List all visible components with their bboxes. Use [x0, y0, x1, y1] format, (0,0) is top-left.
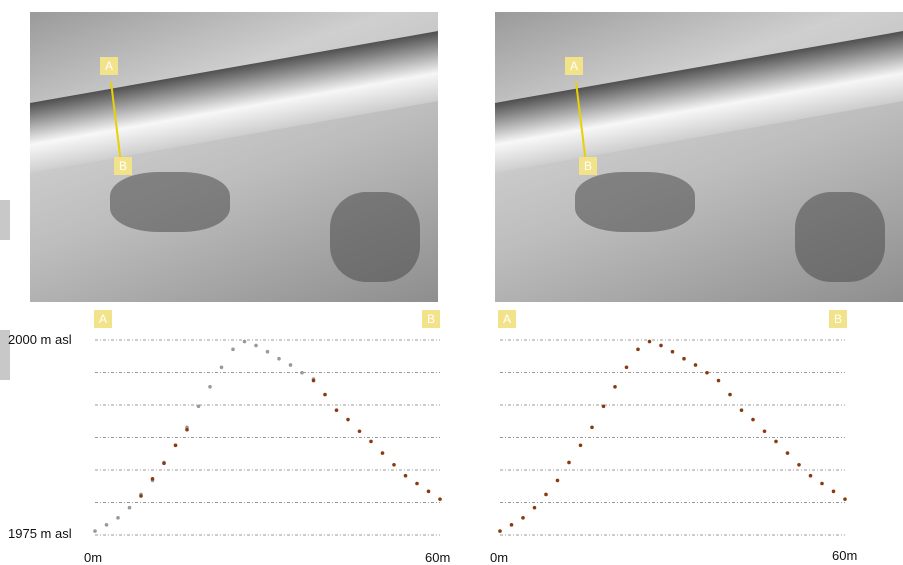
data-point — [820, 481, 824, 486]
ridge-feature — [30, 30, 438, 174]
data-point — [590, 425, 594, 430]
data-point — [185, 427, 189, 432]
data-point — [288, 363, 293, 367]
data-point — [843, 497, 847, 501]
data-point — [716, 378, 721, 383]
profile-marker-a-left: A — [94, 310, 112, 328]
elevation-profile-chart-right — [498, 339, 847, 536]
data-point — [104, 523, 109, 527]
data-point — [624, 365, 629, 370]
data-point — [369, 439, 373, 444]
data-point — [415, 481, 419, 486]
data-point — [613, 385, 617, 389]
dark-terrain — [795, 192, 885, 282]
dark-terrain — [110, 172, 230, 232]
data-point — [139, 494, 143, 498]
data-point — [173, 443, 178, 448]
data-point — [739, 408, 744, 412]
data-point — [127, 505, 132, 510]
data-point — [277, 356, 281, 361]
data-point — [670, 349, 675, 354]
data-point — [403, 473, 408, 478]
data-point — [254, 343, 258, 348]
dark-terrain — [575, 172, 695, 232]
marker-a: A — [565, 57, 583, 75]
dark-terrain — [330, 192, 420, 282]
data-point — [567, 460, 571, 465]
data-point — [705, 370, 709, 375]
data-point — [346, 417, 350, 422]
y-axis-bottom-label: 1975 m asl — [8, 526, 72, 541]
data-point — [93, 529, 97, 533]
data-point — [831, 489, 836, 494]
data-point — [208, 385, 212, 389]
marker-b: B — [579, 157, 597, 175]
left-edge-shade-bottom — [0, 330, 10, 380]
marker-b: B — [114, 157, 132, 175]
data-point — [762, 429, 767, 434]
profile-marker-b-right: B — [829, 310, 847, 328]
profile-marker-a-right: A — [498, 310, 516, 328]
marker-a: A — [100, 57, 118, 75]
data-point — [242, 339, 247, 344]
x-axis-start-label-right: 0m — [490, 550, 509, 565]
data-point — [774, 439, 778, 444]
data-point — [785, 451, 790, 455]
x-axis-end-label-left: 60m — [425, 550, 451, 565]
data-point — [544, 492, 548, 497]
data-point — [682, 356, 686, 361]
profile-marker-b-left: B — [422, 310, 440, 328]
data-point — [647, 339, 652, 344]
data-point — [392, 463, 396, 467]
data-point — [300, 370, 304, 375]
x-axis-end-label-right: 60m — [832, 548, 858, 563]
data-point — [659, 343, 663, 348]
satellite-image-left: A B — [30, 12, 438, 302]
data-point — [162, 461, 166, 466]
data-point — [636, 347, 640, 352]
data-point — [196, 404, 201, 409]
data-point — [751, 417, 755, 422]
data-point — [555, 478, 560, 483]
data-point — [728, 392, 732, 397]
data-point — [438, 497, 442, 501]
data-point — [797, 463, 801, 467]
data-point — [150, 477, 155, 481]
left-edge-shade-top — [0, 200, 10, 240]
data-point — [498, 529, 502, 533]
data-point — [426, 489, 431, 494]
data-point — [265, 349, 270, 354]
ridge-feature — [495, 30, 903, 174]
y-axis-top-label: 2000 m asl — [8, 332, 72, 347]
data-point — [693, 363, 698, 367]
data-point — [601, 404, 606, 409]
data-point — [532, 505, 537, 510]
data-point — [357, 429, 362, 434]
elevation-profile-chart-left — [93, 339, 442, 536]
data-point — [521, 516, 525, 520]
data-point — [808, 473, 813, 478]
satellite-image-right: A B — [495, 12, 903, 302]
data-point — [509, 523, 514, 527]
data-point — [116, 516, 120, 520]
data-point — [334, 408, 339, 412]
data-point — [380, 451, 385, 455]
x-axis-start-label-left: 0m — [84, 550, 103, 565]
data-point — [323, 392, 327, 397]
data-point — [219, 365, 224, 370]
data-point — [231, 347, 235, 352]
data-point — [311, 378, 316, 383]
data-point — [578, 443, 583, 448]
